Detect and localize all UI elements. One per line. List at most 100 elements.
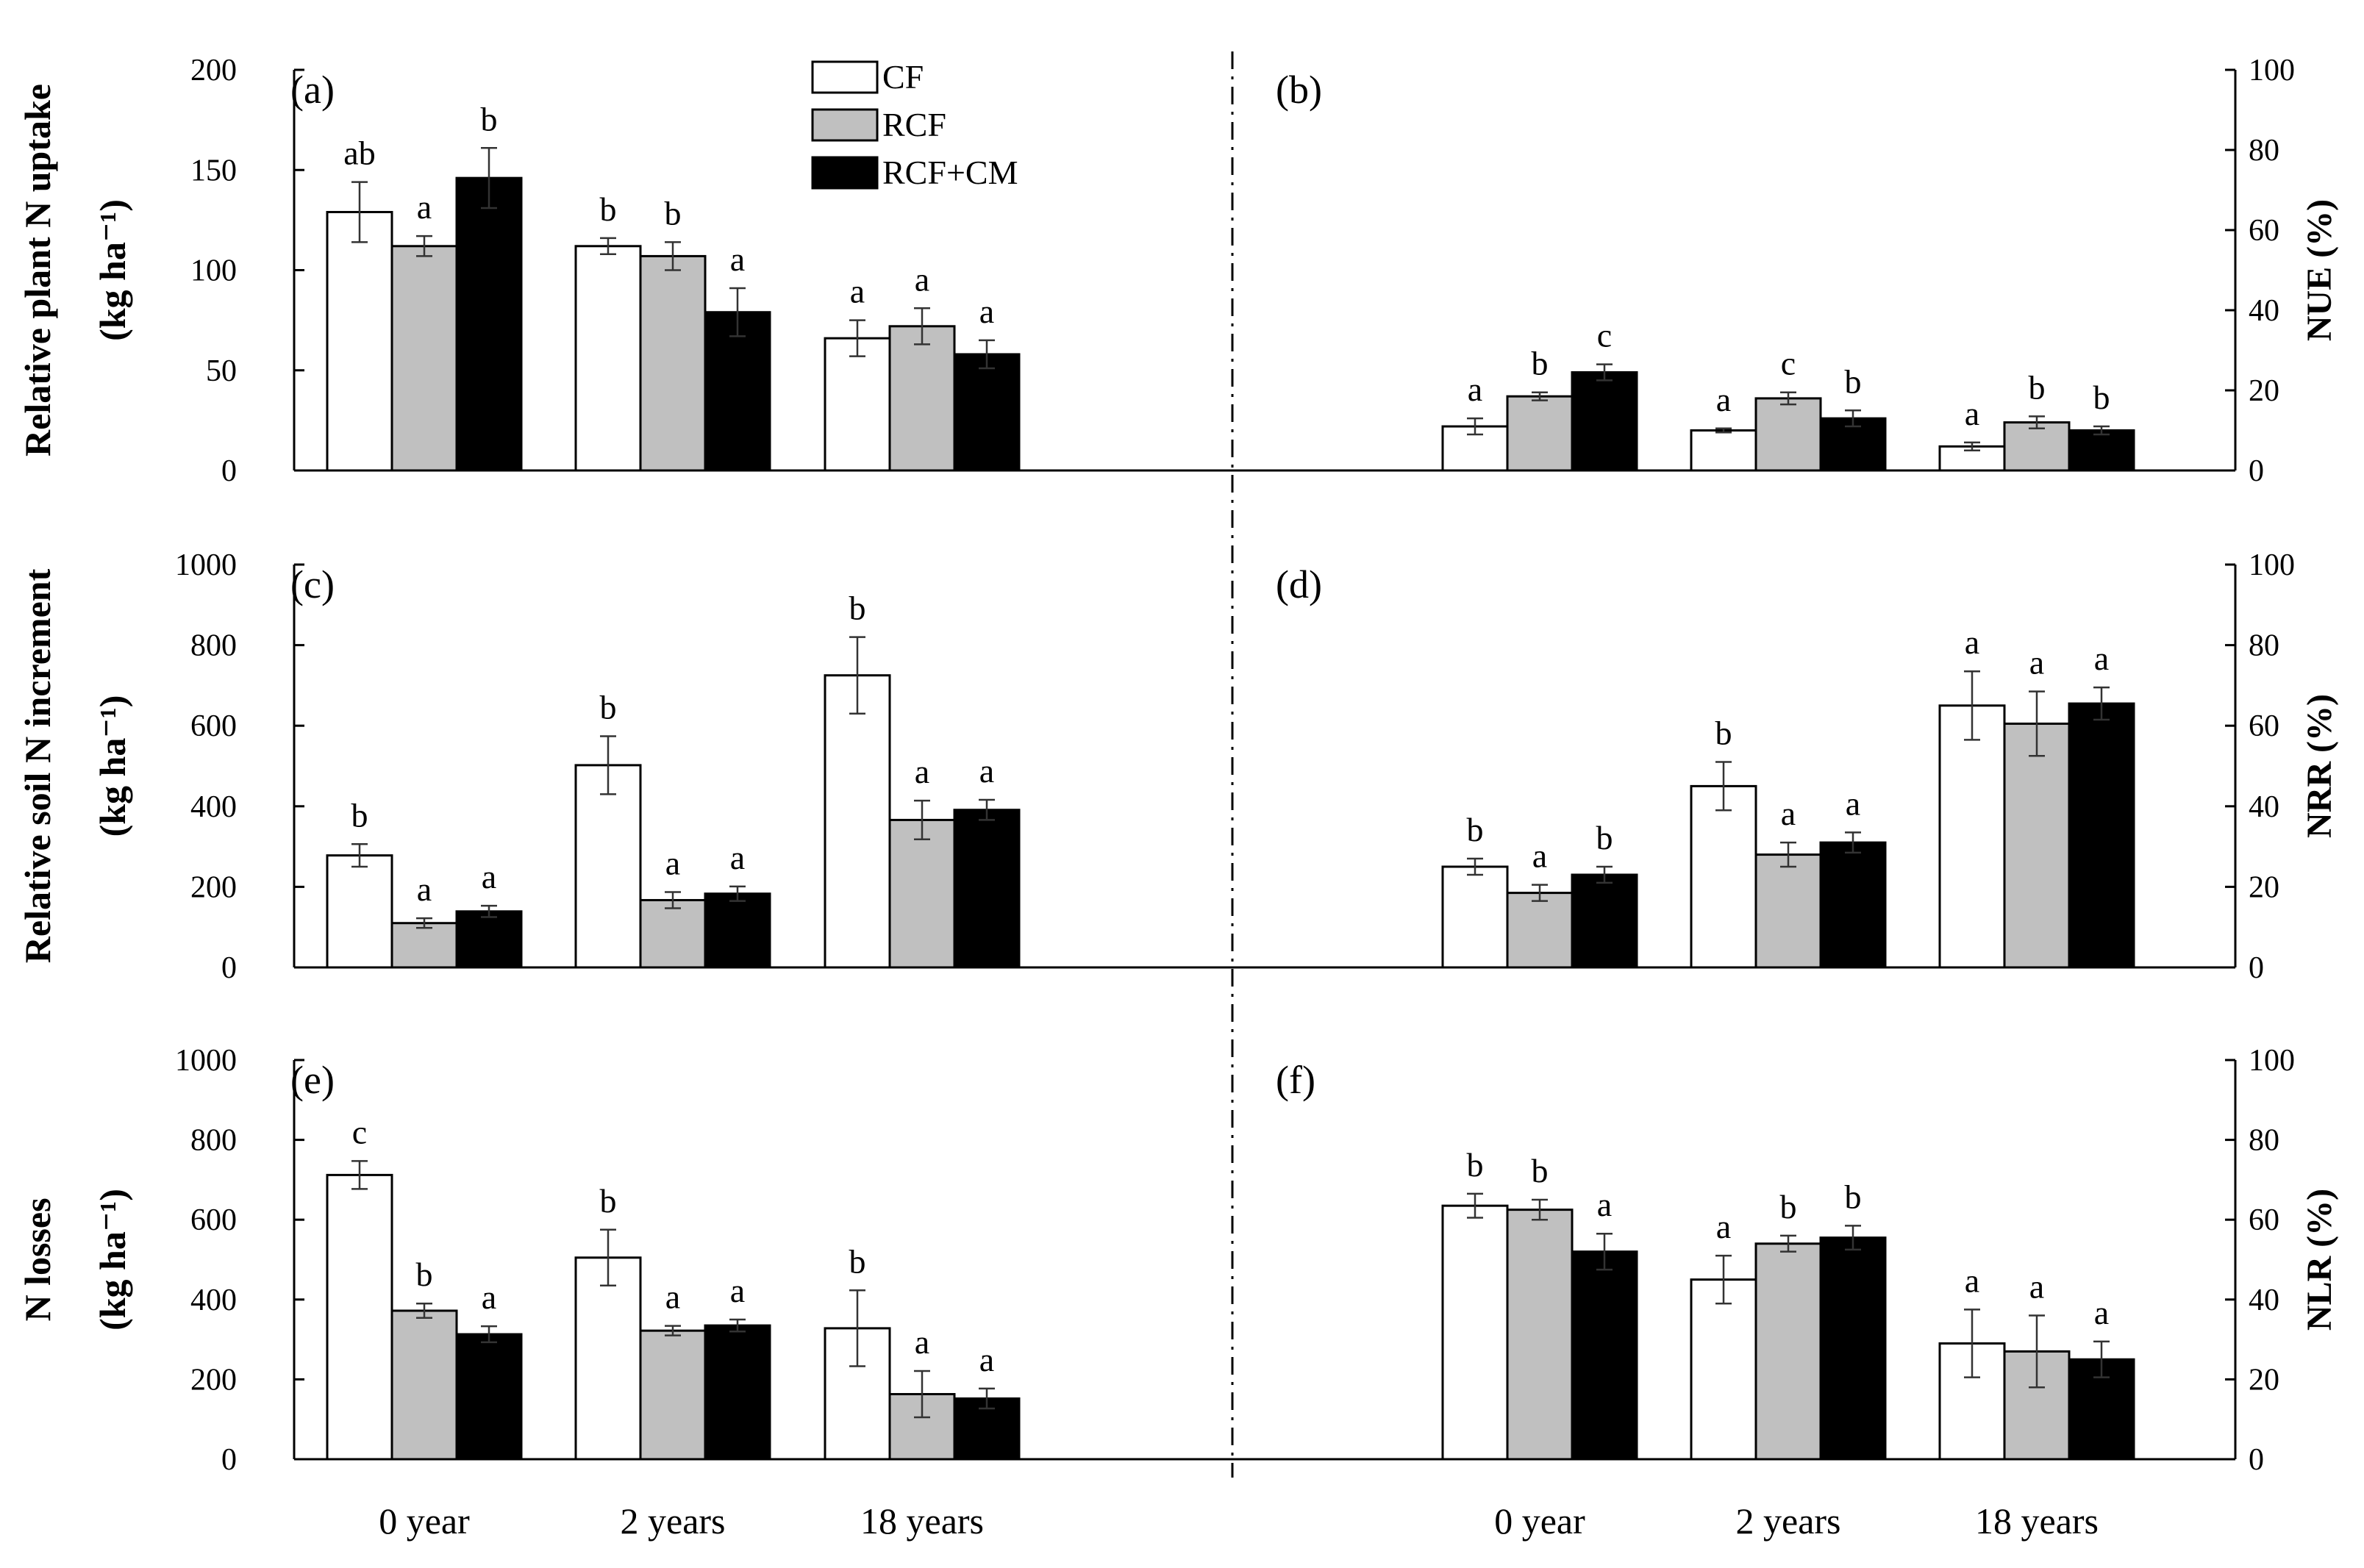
significance-letter: a — [2029, 1268, 2044, 1306]
bar-e-0-2 — [455, 1333, 523, 1461]
significance-letter: b — [481, 100, 498, 137]
significance-letter: a — [1846, 784, 1860, 822]
bar-c-2-2 — [953, 809, 1021, 969]
category-label: 2 years — [621, 1500, 726, 1542]
bar-d-0-0 — [1441, 865, 1509, 969]
bar-a-0-0 — [326, 210, 393, 472]
significance-letter: a — [1597, 1186, 1612, 1223]
bar-d-0-1 — [1506, 892, 1574, 969]
significance-letter: b — [1532, 345, 1549, 382]
panel-label-b: (b) — [1276, 68, 1322, 112]
y-tick-label: 800 — [190, 629, 237, 663]
y-tick-label: 100 — [2249, 1044, 2295, 1078]
bar-f-2-1 — [2003, 1350, 2071, 1461]
y-axis-unit: (kg ha⁻¹) — [92, 199, 133, 341]
significance-letter: a — [482, 1278, 496, 1316]
significance-letter: a — [1468, 370, 1482, 408]
y-tick-label: 20 — [2249, 870, 2279, 904]
panel-label-d: (d) — [1276, 562, 1322, 606]
y-tick-label: 0 — [221, 454, 237, 488]
significance-letter: a — [1781, 795, 1796, 832]
significance-letter: ab — [343, 135, 375, 172]
significance-letter: a — [1965, 623, 1979, 661]
y-axis-unit: (kg ha⁻¹) — [92, 695, 133, 837]
bar-c-0-0 — [326, 854, 393, 969]
significance-letter: a — [850, 273, 865, 310]
bar-d-0-2 — [1571, 873, 1638, 969]
significance-letter: c — [352, 1113, 367, 1150]
bar-e-1-1 — [639, 1329, 707, 1461]
y-tick-label: 80 — [2249, 1124, 2279, 1158]
significance-letter: b — [1845, 362, 1862, 400]
y-tick-label: 40 — [2249, 1284, 2279, 1317]
panel-b: 0 20 40 60 80 100 (b) NUE (%) a b c a c b a b b — [1232, 54, 2339, 488]
significance-letter: a — [2094, 640, 2109, 677]
significance-letter: b — [665, 194, 682, 232]
y-tick-label: 60 — [2249, 1203, 2279, 1237]
y-tick-label: 0 — [221, 951, 237, 985]
bar-e-1-0 — [574, 1256, 642, 1461]
significance-letter: b — [849, 590, 866, 627]
bar-d-2-0 — [1938, 704, 2006, 969]
bar-d-1-1 — [1754, 853, 1822, 969]
panel-c: 0 200 400 600 800 1000 (c) Relative soil N incr… — [17, 548, 1232, 985]
bar-f-1-2 — [1819, 1236, 1887, 1461]
significance-letter: b — [2093, 379, 2110, 416]
significance-letter: b — [1467, 811, 1484, 848]
y-tick-label: 100 — [190, 254, 237, 288]
legend-label: RCF+CM — [882, 154, 1018, 191]
y-tick-label: 200 — [190, 54, 237, 87]
y-tick-label: 80 — [2249, 629, 2279, 663]
bar-e-0-0 — [326, 1173, 393, 1461]
significance-letter: a — [482, 858, 496, 895]
y-tick-label: 200 — [190, 870, 237, 904]
y-axis-title: Relative soil N increment — [17, 568, 58, 963]
y-axis-unit: (kg ha⁻¹) — [92, 1189, 133, 1331]
y-axis-title: Relative plant N uptake — [17, 84, 58, 457]
y-tick-label: 150 — [190, 154, 237, 187]
bar-a-2-1 — [888, 325, 956, 472]
y-tick-label: 0 — [2249, 454, 2264, 488]
bar-a-2-0 — [824, 337, 891, 472]
y-tick-label: 400 — [190, 1284, 237, 1317]
significance-letter: a — [915, 260, 929, 298]
y-axis-title: NLR (%) — [2300, 1189, 2339, 1331]
significance-letter: b — [600, 190, 617, 228]
bar-a-0-1 — [390, 245, 458, 472]
legend-swatch — [811, 156, 879, 190]
significance-letter: b — [2029, 368, 2046, 406]
bar-b-0-2 — [1571, 370, 1638, 472]
bar-b-2-2 — [2068, 429, 2135, 472]
significance-letter: a — [915, 1323, 929, 1361]
bar-d-1-2 — [1819, 841, 1887, 969]
legend-label: CF — [882, 58, 924, 96]
bar-d-1-0 — [1690, 784, 1757, 969]
panel-label-c: (c) — [290, 562, 335, 606]
legend-swatch — [811, 108, 879, 142]
significance-letter: a — [979, 293, 994, 330]
y-tick-label: 60 — [2249, 214, 2279, 248]
bar-d-2-2 — [2068, 702, 2135, 969]
panel-d: 0 20 40 60 80 100 (d) NRR (%) b a b b a a a a a — [1232, 548, 2339, 985]
legend-label: RCF — [882, 106, 946, 143]
bar-c-2-1 — [888, 818, 956, 969]
bar-b-1-1 — [1754, 397, 1822, 472]
significance-letter: b — [1845, 1178, 1862, 1215]
bar-a-1-1 — [639, 254, 707, 472]
bar-f-1-0 — [1690, 1278, 1757, 1461]
bar-a-1-0 — [574, 245, 642, 472]
significance-letter: b — [1780, 1188, 1797, 1225]
bar-e-1-2 — [704, 1324, 771, 1461]
y-tick-label: 600 — [190, 1203, 237, 1237]
y-tick-label: 1000 — [175, 548, 237, 582]
significance-letter: b — [416, 1256, 433, 1293]
y-tick-label: 800 — [190, 1124, 237, 1158]
significance-letter: a — [979, 1341, 994, 1378]
significance-letter: c — [1597, 317, 1612, 354]
significance-letter: a — [665, 1278, 680, 1316]
significance-letter: a — [1965, 395, 1979, 432]
significance-letter: a — [915, 753, 929, 790]
significance-letter: a — [730, 1272, 745, 1309]
category-label: 0 year — [1494, 1500, 1585, 1542]
